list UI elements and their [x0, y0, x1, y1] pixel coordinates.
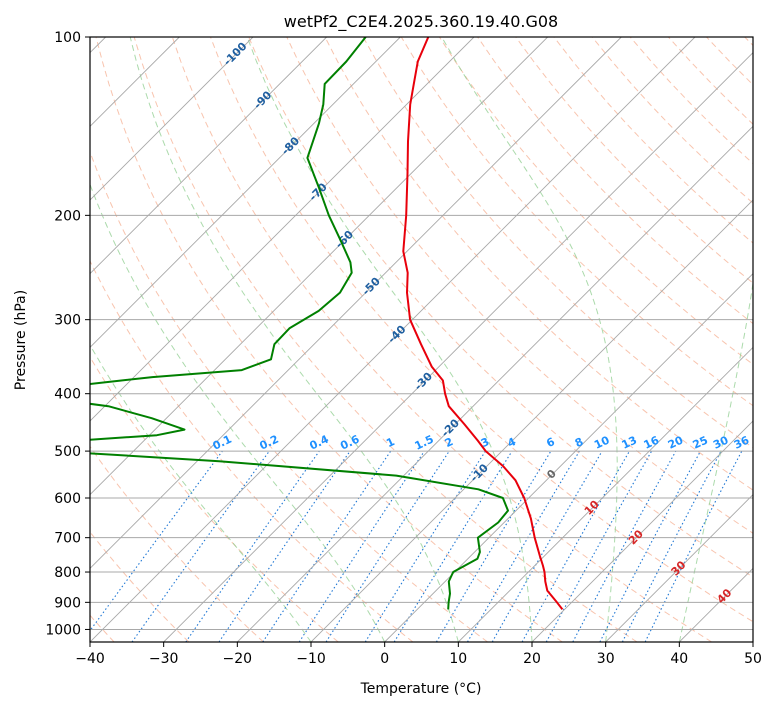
- x-tick-label: 10: [449, 651, 467, 667]
- isotherm-line: [605, 494, 753, 642]
- y-tick-label: 900: [54, 595, 81, 611]
- y-tick-label: 700: [54, 531, 81, 547]
- isotherm-line: [90, 37, 401, 348]
- mixing-ratio-line: [572, 450, 677, 642]
- dry-adiabat: [171, 37, 712, 642]
- mixing-ratio-label: 20: [666, 433, 686, 451]
- y-tick-label: 800: [54, 565, 81, 581]
- mixing-ratio-line: [644, 450, 743, 642]
- y-tick-label: 600: [54, 491, 81, 507]
- dry-adiabat: [95, 37, 563, 642]
- background-lines: [90, 37, 753, 642]
- dry-adiabat: [515, 37, 753, 284]
- mixing-ratio-line: [218, 450, 351, 642]
- y-tick-label: 500: [54, 444, 81, 460]
- x-tick-label: 40: [670, 651, 688, 667]
- mixing-ratio-line: [185, 450, 320, 642]
- x-tick-label: −20: [223, 651, 253, 667]
- isotherm-line: [90, 37, 696, 642]
- mixing-ratio-line: [545, 450, 653, 642]
- y-tick-label: 300: [54, 313, 81, 329]
- mixing-ratio-line: [393, 450, 513, 642]
- mixing-ratio-line: [325, 450, 450, 642]
- isotherm-line: [90, 37, 327, 275]
- isotherm-line: [531, 420, 753, 642]
- mixing-ratio-label: 10: [592, 433, 612, 451]
- isotherm-line: [237, 125, 753, 642]
- dry-adiabat: [90, 445, 264, 642]
- mixing-ratio-label: 36: [732, 433, 752, 451]
- mixing-ratio-label: 16: [642, 433, 662, 451]
- mixing-ratio-line: [90, 450, 223, 632]
- moist-adiabat: [678, 280, 753, 642]
- temperature-line: [402, 37, 564, 611]
- y-axis-title: Pressure (hPa): [13, 290, 29, 390]
- dry-adiabat: [210, 37, 753, 623]
- dry-adiabat: [286, 37, 753, 534]
- mixing-ratio-label: 30: [711, 433, 731, 451]
- dewpoint-line: [90, 37, 509, 610]
- x-tick-label: 0: [380, 651, 389, 667]
- x-tick-label: 50: [744, 651, 762, 667]
- y-tick-label: 1000: [45, 622, 81, 638]
- isotherm-line: [310, 199, 753, 642]
- profile-lines: [90, 37, 564, 611]
- mixing-ratio-line: [298, 450, 425, 642]
- dry-adiabat: [133, 37, 638, 642]
- dry-adiabat: [248, 37, 753, 578]
- isotherm-line: [90, 37, 475, 422]
- plot-frame: [89, 36, 754, 643]
- x-axis-title: Temperature (°C): [360, 681, 482, 697]
- isotherm-line: [384, 273, 753, 642]
- dry-adiabat: [90, 259, 414, 642]
- y-tick-label: 100: [54, 30, 81, 46]
- x-tick-label: 30: [597, 651, 615, 667]
- axis-ticks: −40 −30 −20 −10 0 10 20 30 40 50 100 200 300 400 500 60…: [45, 30, 762, 667]
- moist-adiabat: [90, 182, 386, 642]
- chart-title: wetPf2_C2E4.2025.360.19.40.G08: [284, 12, 558, 32]
- x-tick-label: −10: [296, 651, 326, 667]
- moist-adiabat: [441, 37, 618, 642]
- isotherm-line: [458, 346, 753, 642]
- y-tick-label: 200: [54, 208, 81, 224]
- isotherm-line: [90, 37, 254, 201]
- y-tick-label: 400: [54, 387, 81, 403]
- mixing-ratio-line: [131, 450, 270, 642]
- isotherm-line: [90, 37, 622, 569]
- moist-adiabat: [129, 37, 459, 642]
- dry-adiabat: [324, 37, 753, 491]
- x-tick-label: −40: [75, 651, 105, 667]
- x-tick-label: −30: [149, 651, 179, 667]
- moist-adiabat: [246, 37, 533, 642]
- x-tick-label: 20: [523, 651, 541, 667]
- isotherm-line: [90, 37, 548, 496]
- mixing-ratio-line: [521, 450, 630, 642]
- mixing-ratio-label: 25: [691, 434, 710, 452]
- mixing-ratio-label: 13: [620, 434, 639, 452]
- mixing-ratio-line: [262, 450, 392, 642]
- isotherm-line: [163, 52, 753, 642]
- dry-adiabat: [90, 356, 339, 642]
